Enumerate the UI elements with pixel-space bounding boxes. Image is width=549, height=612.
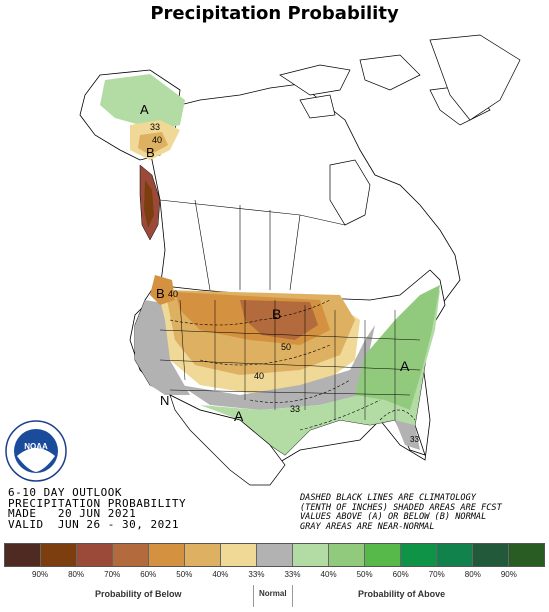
- legend-swatch: [437, 544, 473, 566]
- near-normal-west: [135, 300, 190, 395]
- legend-tick-label: 80%: [464, 570, 481, 579]
- label-40-plains: 40: [254, 371, 264, 381]
- legend-tick-label: 60%: [140, 570, 157, 579]
- legend-tick-label: 70%: [104, 570, 121, 579]
- alaska-above-area: [100, 74, 185, 130]
- label-40-alaska: 40: [152, 135, 162, 145]
- legend-swatch: [77, 544, 113, 566]
- arctic-islands: [279, 54, 491, 126]
- footer-divider-right: [292, 585, 293, 607]
- legend-swatch: [5, 544, 41, 566]
- legend-tick-label: 70%: [428, 570, 445, 579]
- legend-swatch: [365, 544, 401, 566]
- outlook-line: 6-10 DAY OUTLOOK: [8, 486, 122, 499]
- note-line: (TENTH OF INCHES) SHADED AREAS ARE FCST: [300, 502, 502, 513]
- legend-swatch: [329, 544, 365, 566]
- note-line: GRAY AREAS ARE NEAR-NORMAL: [300, 521, 435, 532]
- climatology-lines: [169, 299, 416, 431]
- state-lines: [159, 299, 421, 420]
- label-n-west: N: [160, 393, 169, 408]
- legend-tick-label: 40%: [212, 570, 229, 579]
- note-line: VALUES ABOVE (A) OR BELOW (B) NORMAL: [300, 512, 487, 522]
- probability-above-label: Probability of Above: [358, 589, 446, 599]
- legend-tick-label: 40%: [320, 570, 337, 579]
- label-b-plains: B: [272, 306, 281, 322]
- note-line: DASHED BLACK LINES ARE CLIMATOLOGY: [300, 493, 476, 503]
- northwest-below: [150, 275, 175, 305]
- label-a-east: A: [400, 358, 410, 374]
- greenland: [429, 34, 521, 121]
- hudson-bay: [329, 159, 371, 226]
- logo-gull: [17, 448, 55, 472]
- florida-near-normal: [395, 420, 420, 450]
- tick-spacer: [527, 570, 545, 579]
- label-b-northwest: B: [156, 286, 165, 301]
- legend-swatch: [149, 544, 185, 566]
- label-33-florida: 33: [410, 435, 419, 444]
- legend-ticks: 90% 80% 70% 60% 50% 40% 33% 33% 40% 50% 60% 70% 80% 9…: [4, 570, 545, 579]
- bc-coast-below-inner: [144, 180, 154, 228]
- legend-tick-label: 90%: [500, 570, 517, 579]
- label-a-southwest: A: [234, 408, 244, 424]
- map-labels: A 33 40 B B 40 B 50 40 33 N A A 33: [140, 102, 419, 444]
- normal-label: Normal: [259, 589, 287, 598]
- legend-swatch: [113, 544, 149, 566]
- legend-tick-label: 60%: [392, 570, 409, 579]
- outlook-line: PRECIPITATION PROBABILITY: [8, 496, 187, 510]
- tick-spacer: [4, 570, 22, 579]
- label-50-plains: 50: [281, 342, 291, 352]
- legend-tick-label: 90%: [32, 570, 49, 579]
- alaska-below-40: [138, 132, 168, 155]
- label-b-alaska: B: [146, 145, 155, 160]
- near-normal-central: [180, 325, 375, 410]
- legend-tick-label: 33%: [284, 570, 301, 579]
- below-60-area: [240, 300, 318, 340]
- map-notes: DASHED BLACK LINES ARE CLIMATOLOGY (TENT…: [300, 493, 502, 532]
- noaa-logo: NOAA: [5, 420, 67, 482]
- label-a-alaska: A: [140, 102, 149, 117]
- above-40-east: [355, 285, 440, 410]
- probability-below-label: Probability of Below: [95, 589, 182, 599]
- legend-colorbar: [4, 543, 545, 567]
- outlook-line: VALID JUN 26 - 30, 2021: [8, 517, 179, 531]
- precipitation-map: A 33 40 B B 40 B 50 40 33 N A A 33: [79, 34, 521, 486]
- legend-footer: Probability of Below Normal Probability …: [0, 585, 549, 609]
- province-lines: [159, 199, 346, 291]
- legend-swatch: [41, 544, 77, 566]
- outlook-line: MADE 20 JUN 2021: [8, 507, 137, 520]
- footer-divider-left: [253, 585, 254, 607]
- label-40-northwest: 40: [168, 289, 178, 299]
- legend-swatch: [473, 544, 509, 566]
- legend-swatch: [509, 544, 544, 566]
- legend-swatch: [257, 544, 293, 566]
- label-33-south: 33: [290, 404, 300, 414]
- legend-tick-label: 50%: [356, 570, 373, 579]
- legend-swatch: [185, 544, 221, 566]
- label-33-alaska: 33: [150, 122, 160, 132]
- legend-swatch: [293, 544, 329, 566]
- legend-swatch: [401, 544, 437, 566]
- legend-tick-label: 50%: [176, 570, 193, 579]
- outlook-info: 6-10 DAY OUTLOOK PRECIPITATION PROBABILI…: [8, 486, 187, 531]
- legend-swatch: [221, 544, 257, 566]
- legend-tick-label: 33%: [248, 570, 265, 579]
- logo-text: NOAA: [24, 442, 48, 451]
- above-33-south: [200, 290, 440, 455]
- mexico-land: [169, 394, 286, 486]
- map-title: Precipitation Probability: [150, 3, 399, 24]
- legend-tick-label: 80%: [68, 570, 85, 579]
